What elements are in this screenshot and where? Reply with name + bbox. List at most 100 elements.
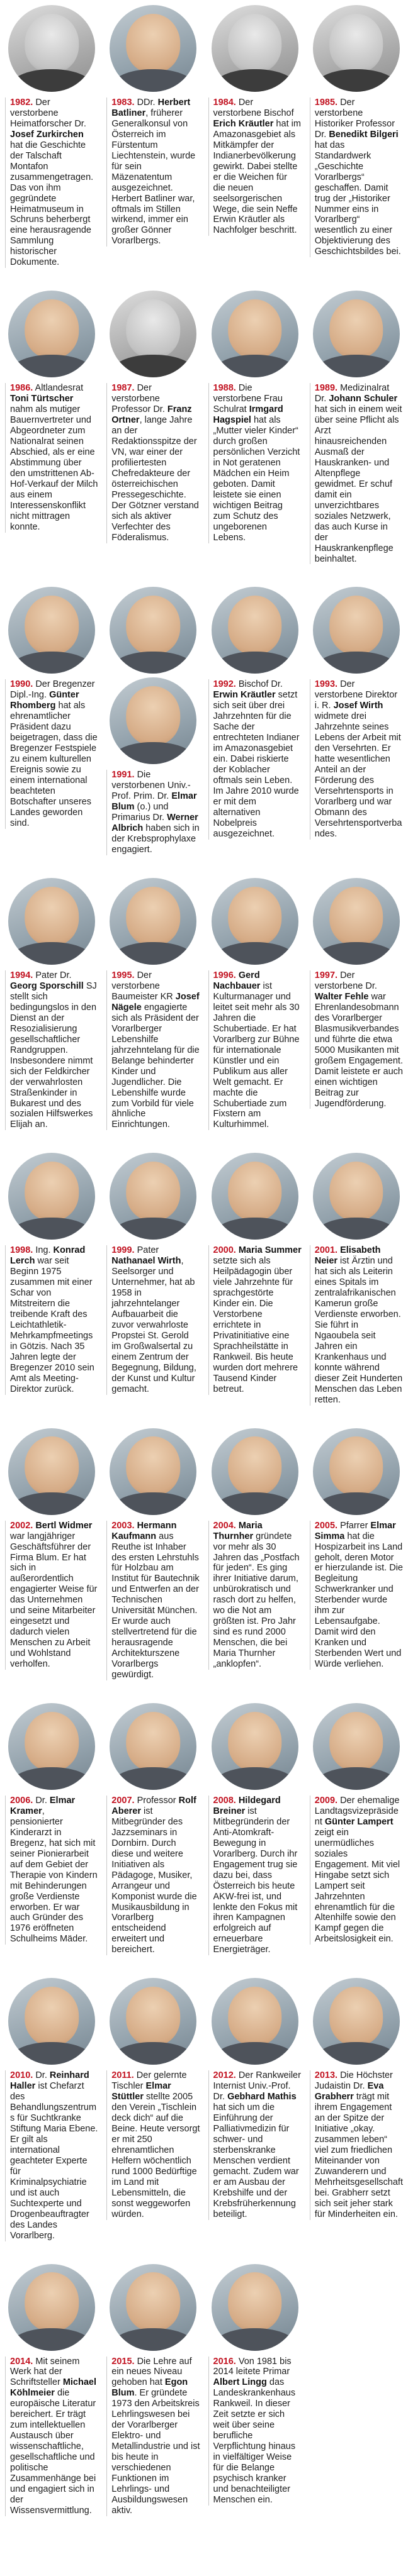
portrait-photo-stack (5, 5, 98, 92)
entry-year: 1983. (111, 97, 135, 108)
portrait-photo (312, 878, 400, 965)
entry-text: 1987. Der verstorbene Professor Dr. Fran… (106, 383, 200, 543)
honoree-name: Nathanael Wirth (111, 1256, 181, 1267)
entry-text-segment: . Er gründete 1973 den Arbeitskreis Lehr… (111, 2388, 200, 2516)
entry-text: 1985. Der verstorbene Historiker Profess… (309, 97, 403, 258)
portrait-photo (312, 1428, 400, 1515)
honoree-name: Franz Ortner (111, 404, 192, 426)
portrait-photo-stack (208, 1702, 302, 1790)
entry-text: 2007. Professor Rolf Aberer ist Mitbegrü… (106, 1795, 200, 1956)
honoree-entry: 1988. Die verstorbene Frau Schulrat Irmg… (208, 291, 302, 564)
honoree-entry: 1994. Pater Dr. Georg Sporschill SJ stel… (5, 878, 98, 1131)
entry-text-segment: Dr. (35, 2070, 50, 2081)
honoree-name: Hermann Kaufmann (111, 1520, 177, 1541)
portrait-photo (211, 1153, 298, 1240)
honoree-name: Hildegard Breiner (213, 1795, 281, 1816)
entry-text: 1984. Der verstorbene Bischof Erich Kräu… (208, 97, 302, 236)
honoree-name: Werner Albrich (111, 813, 198, 834)
portrait-photo-stack (310, 1702, 403, 1790)
portrait-photo (8, 2263, 96, 2351)
portrait-photo (312, 5, 400, 92)
portrait-photo (110, 1978, 197, 2065)
entry-text: 2012. Der Rankweiler Internist Univ.-Pro… (208, 2070, 302, 2220)
honoree-name: Irmgard Hagspiel (213, 404, 283, 426)
honoree-name: Herbert Batliner (111, 97, 191, 118)
entry-text-segment: Die verstorbene Frau Schulrat (213, 383, 283, 415)
honoree-name: Josef Zurkirchen (10, 129, 84, 140)
entry-year: 1998. (10, 1245, 33, 1256)
honoree-entry: 2013. Die Höchster Judaistin Dr. Eva Gra… (309, 1978, 403, 2241)
entry-text: 1986. Altlandesrat Toni Türtscher nahm a… (5, 383, 98, 533)
entry-text-segment: ist Mitbegründer des Jazzseminars in Dor… (111, 1806, 197, 1955)
portrait-photo-stack (208, 5, 302, 92)
entry-text: 1993. Der verstorbene Direktor i. R. Jos… (309, 679, 403, 840)
entry-text: 2000. Maria Summer setzte sich als Heilp… (208, 1245, 302, 1395)
entry-year: 2009. (314, 1795, 338, 1806)
honoree-entry: 1993. Der verstorbene Direktor i. R. Jos… (309, 587, 403, 855)
entry-text: 1983. DDr. Herbert Batliner, früherer Ge… (106, 97, 200, 247)
portrait-photo-stack (208, 1153, 302, 1240)
portrait-photo (211, 1978, 298, 2065)
entry-text: 1997. Der verstorbene Dr. Walter Fehle w… (309, 970, 403, 1109)
entry-text: 2001. Elisabeth Neier ist Ärztin und hat… (309, 1245, 403, 1406)
entry-year: 2006. (10, 1795, 33, 1806)
entry-year: 2007. (111, 1795, 135, 1806)
honoree-entry: 1996. Gerd Nachbauer ist Kulturmanager u… (208, 878, 302, 1131)
portrait-photo (8, 5, 96, 92)
honoree-entry: 1995. Der verstorbene Baumeister KR Jose… (106, 878, 200, 1131)
honoree-entry: 1983. DDr. Herbert Batliner, früherer Ge… (106, 5, 200, 268)
portrait-photo (211, 2263, 298, 2351)
entry-year: 1984. (213, 97, 236, 108)
entry-year: 1987. (111, 383, 135, 394)
honoree-name: Elmar Stüttler (111, 2081, 171, 2102)
honoree-name: Maria Summer (238, 1245, 302, 1256)
honoree-entry: 2012. Der Rankweiler Internist Univ.-Pro… (208, 1978, 302, 2241)
honoree-name: Erich Kräutler (213, 118, 274, 129)
entry-text-segment: stellte 2005 den Verein „Tischlein deck … (111, 2092, 200, 2219)
portrait-photo-stack (5, 1978, 98, 2065)
entry-text: 2014. Mit seinem Werk hat der Schriftste… (5, 2356, 98, 2516)
entry-text-segment: hat als „Mutter vieler Kinder“ durch gro… (213, 415, 300, 543)
portrait-photo (211, 1702, 298, 1790)
honoree-entry: 2003. Hermann Kaufmann aus Reuthe ist In… (106, 1428, 200, 1680)
honoree-entry: 2001. Elisabeth Neier ist Ärztin und hat… (309, 1153, 403, 1406)
entry-text-segment: Der Rankweiler Internist Univ.-Prof. Dr. (213, 2070, 301, 2102)
entry-text-segment: ist Mitbegründerin der Anti-Atomkraft-Be… (213, 1806, 298, 1955)
entry-text-segment: hat sich um die Einführung der Palliativ… (213, 2102, 299, 2219)
entry-text-segment: Mit seinem Werk hat der Schriftsteller (10, 2356, 80, 2388)
honoree-name: Gerd Nachbauer (213, 970, 261, 992)
honoree-entry: 2002. Bertl Widmer war langjähriger Gesc… (5, 1428, 98, 1680)
honoree-name: Konrad Lerch (10, 1245, 86, 1267)
portrait-photo (312, 1978, 400, 2065)
entry-text-segment: trägt mit ihrem Engagement an der Spitze… (314, 2092, 403, 2219)
portrait-photo-stack (5, 1702, 98, 1790)
portrait-photo (110, 291, 197, 378)
portrait-photo (211, 1428, 298, 1515)
honoree-name: Egon Blum (111, 2377, 188, 2399)
portrait-photo-stack (106, 1428, 200, 1515)
entry-text-segment: Pfarrer (340, 1520, 371, 1531)
honoree-name: Elisabeth Neier (314, 1245, 381, 1267)
entry-text-segment: die europäische Literatur bereichert. Er… (10, 2388, 96, 2516)
portrait-photo (110, 677, 197, 765)
entry-text-segment: Der Bregenzer Dipl.-Ing. (10, 679, 95, 701)
entry-text: 1994. Pater Dr. Georg Sporschill SJ stel… (5, 970, 98, 1131)
entry-text-segment: DDr. (137, 97, 158, 108)
honoree-name: Günter Lampert (324, 1816, 394, 1827)
portrait-photo-stack (208, 1978, 302, 2065)
entry-year: 2016. (213, 2356, 236, 2367)
entry-year: 1982. (10, 97, 33, 108)
portrait-photo (110, 1153, 197, 1240)
entry-text-segment: Der verstorbene Heimatforscher Dr. (10, 97, 86, 129)
entry-text-segment: war langjähriger Geschäftsführer der Fir… (10, 1531, 98, 1670)
entry-text: 2016. Von 1981 bis 2014 leitete Primar A… (208, 2356, 302, 2506)
portrait-photo (8, 291, 96, 378)
entry-year: 1988. (213, 383, 236, 394)
entry-year: 2002. (10, 1520, 33, 1531)
entry-text-segment: SJ stellt sich bedingungslos in den Dien… (10, 981, 97, 1130)
honoree-entry: 1998. Ing. Konrad Lerch war seit Beginn … (5, 1153, 98, 1405)
entry-text: 1998. Ing. Konrad Lerch war seit Beginn … (5, 1245, 98, 1395)
portrait-photo (8, 1702, 96, 1790)
entry-text-segment: hat sich in einem weit über seine Pflich… (314, 404, 402, 564)
entry-text: 2009. Der ehemalige Landtagsvizepräsiden… (309, 1795, 403, 1945)
